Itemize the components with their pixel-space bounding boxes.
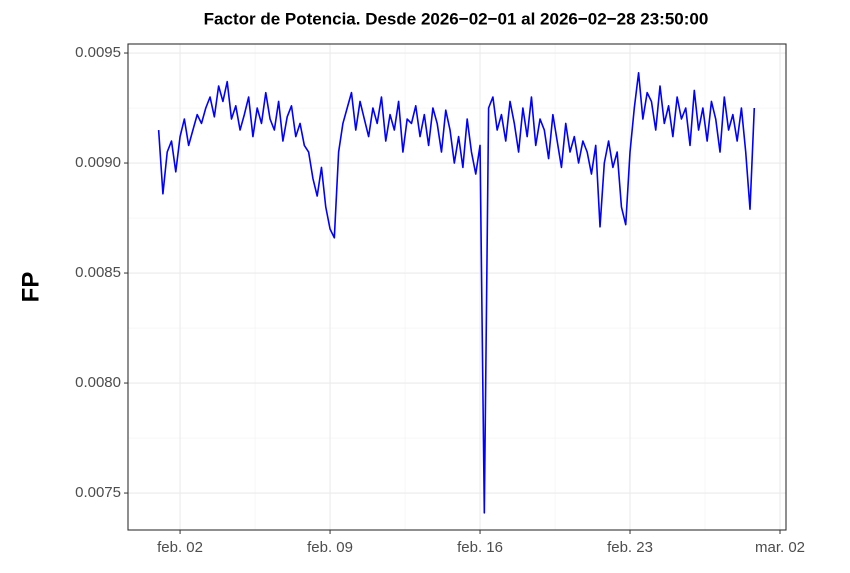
data-line (157, 72, 756, 514)
x-tick-label: feb. 16 (457, 539, 503, 556)
y-tick-label: 0.0095 (75, 44, 121, 61)
y-tick-label: 0.0085 (75, 264, 121, 281)
panel-border (127, 43, 787, 531)
y-tick-label: 0.0090 (75, 154, 121, 171)
y-axis-label: FP (17, 272, 44, 303)
y-tick-label: 0.0080 (75, 374, 121, 391)
x-tick-label: feb. 09 (307, 539, 353, 556)
x-tick-label: feb. 02 (157, 539, 203, 556)
chart-title: Factor de Potencia. Desde 2026−02−01 al … (204, 9, 709, 28)
x-tick-label: feb. 23 (607, 539, 653, 556)
x-tick-label: mar. 02 (755, 539, 805, 556)
y-tick-label: 0.0075 (75, 484, 121, 501)
